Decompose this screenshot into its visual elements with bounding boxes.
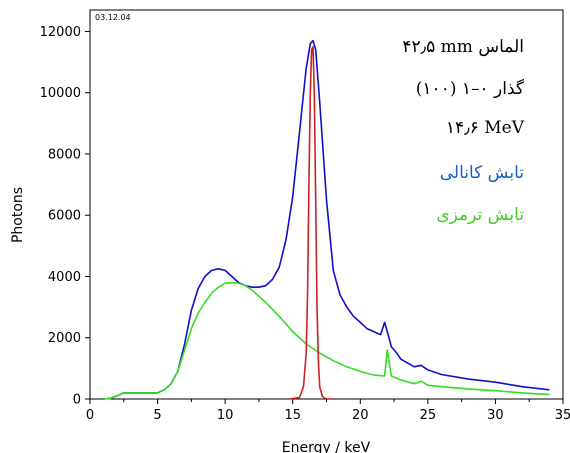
series-line-2 xyxy=(289,45,334,400)
x-tick-label: 15 xyxy=(284,408,301,423)
y-tick-label: 2000 xyxy=(48,331,81,346)
series-layer xyxy=(103,39,550,400)
x-tick-label: 10 xyxy=(217,408,234,423)
y-tick-label: 8000 xyxy=(48,147,81,162)
ticks-layer: 0 5 10 15 20 25 30 35 0 2000 4000 6000 8000 10000 1200… xyxy=(40,25,570,423)
y-axis-title: Photons xyxy=(10,187,26,243)
y-tick-label: 0 xyxy=(73,393,81,408)
annotation-2: ۱۴٫۶ MeV xyxy=(446,118,525,138)
x-tick-label: 25 xyxy=(420,408,437,423)
x-tick-label: 20 xyxy=(352,408,369,423)
y-tick-label: 12000 xyxy=(40,25,81,40)
annotation-1: گذار ۰–۱ (۱۰۰) xyxy=(416,78,525,99)
series-line-1 xyxy=(103,281,550,400)
y-tick-label: 6000 xyxy=(48,209,81,224)
x-tick-label: 5 xyxy=(153,408,161,423)
x-axis-title: Energy / keV xyxy=(282,440,371,453)
annotations: ۴۲٫۵ mm الماس گذار ۰–۱ (۱۰۰) ۱۴٫۶ MeV تابش … xyxy=(402,37,525,225)
x-tick-label: 30 xyxy=(487,408,504,423)
date-stamp: 03.12.04 xyxy=(95,13,131,22)
x-tick-label: 35 xyxy=(555,408,570,423)
annotation-4: تابش ترمزی xyxy=(436,205,524,225)
x-tick-label: 0 xyxy=(86,408,94,423)
y-tick-label: 10000 xyxy=(40,86,81,101)
y-tick-label: 4000 xyxy=(48,270,81,285)
annotation-3: تابش کانالی xyxy=(440,163,525,183)
annotation-0: ۴۲٫۵ mm الماس xyxy=(402,37,524,57)
